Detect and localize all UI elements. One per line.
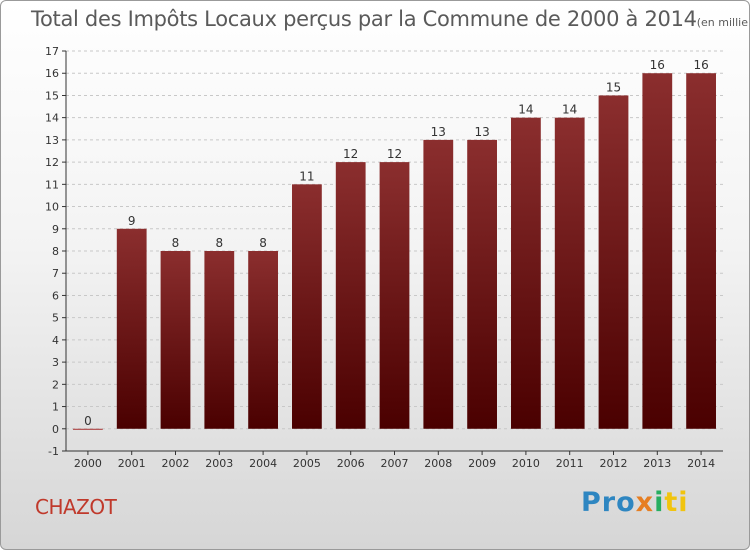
logo-part: x (635, 487, 655, 518)
x-tick-label: 2003 (205, 457, 233, 470)
y-tick-label: 17 (45, 45, 59, 58)
bar (160, 251, 191, 429)
bar (554, 117, 585, 429)
y-tick-label: 6 (52, 289, 59, 302)
y-tick-label: 13 (45, 134, 59, 147)
y-tick-label: 2 (52, 378, 59, 391)
commune-name: CHAZOT (35, 495, 117, 519)
bar-value-label: 8 (215, 236, 223, 250)
x-tick-label: 2002 (162, 457, 190, 470)
bar (467, 139, 497, 429)
logo-part: i (654, 487, 665, 518)
bar-chart: -101234567891011121314151617020009200182… (45, 45, 723, 470)
y-tick-label: 1 (52, 401, 59, 414)
x-tick-label: 2011 (556, 457, 584, 470)
bar (423, 139, 454, 429)
y-tick-label: 8 (52, 245, 59, 258)
y-tick-label: 16 (45, 67, 59, 80)
bar-value-label: 13 (431, 125, 446, 139)
x-tick-label: 2014 (687, 457, 715, 470)
y-tick-label: 3 (52, 356, 59, 369)
y-tick-label: 5 (52, 312, 59, 325)
x-tick-label: 2004 (249, 457, 277, 470)
y-tick-label: 9 (52, 223, 59, 236)
x-tick-label: 2001 (118, 457, 146, 470)
bar (379, 162, 410, 429)
bar-value-label: 15 (606, 80, 621, 94)
chart-title-text: Total des Impôts Locaux perçus par la Co… (31, 7, 697, 31)
y-tick-label: 10 (45, 201, 59, 214)
y-tick-label: 7 (52, 267, 59, 280)
y-tick-label: -1 (48, 445, 59, 458)
bar-value-label: 12 (387, 147, 402, 161)
bar-value-label: 9 (128, 214, 136, 228)
bar (116, 228, 147, 429)
chart-title-unit: (en milliers d'€) (696, 16, 749, 29)
y-tick-label: 15 (45, 89, 59, 102)
bars (73, 73, 716, 430)
chart-title: Total des Impôts Locaux perçus par la Co… (31, 7, 749, 31)
bar (248, 251, 278, 429)
bar (335, 162, 366, 429)
x-tick-label: 2009 (468, 457, 496, 470)
x-tick-label: 2013 (643, 457, 671, 470)
x-tick-label: 2012 (600, 457, 628, 470)
bar-value-label: 16 (693, 58, 708, 72)
x-tick-label: 2005 (293, 457, 321, 470)
bar-value-label: 13 (474, 125, 489, 139)
logo-part: ti (664, 487, 689, 518)
proxiti-logo: Proxiti (581, 487, 689, 518)
bar (73, 428, 103, 430)
y-tick-label: 14 (45, 112, 59, 125)
x-tick-label: 2006 (337, 457, 365, 470)
y-tick-label: 0 (52, 423, 59, 436)
bar (598, 95, 629, 429)
labels: -101234567891011121314151617020009200182… (45, 45, 715, 470)
bar (292, 184, 322, 429)
x-tick-label: 2000 (74, 457, 102, 470)
bar-value-label: 8 (172, 236, 180, 250)
bar-value-label: 8 (259, 236, 267, 250)
bar-value-label: 0 (84, 414, 92, 428)
bar (511, 117, 541, 429)
bar (642, 73, 673, 429)
bar-value-label: 11 (299, 169, 314, 183)
axes (62, 50, 723, 455)
bar-value-label: 14 (518, 103, 533, 117)
bar-value-label: 16 (650, 58, 665, 72)
x-tick-label: 2007 (381, 457, 409, 470)
y-tick-label: 11 (45, 178, 59, 191)
y-tick-label: 12 (45, 156, 59, 169)
bar (204, 251, 235, 429)
x-tick-label: 2008 (424, 457, 452, 470)
bar (686, 73, 716, 429)
y-tick-label: 4 (52, 334, 59, 347)
bar-value-label: 14 (562, 103, 577, 117)
x-tick-label: 2010 (512, 457, 540, 470)
logo-part: Pro (581, 487, 636, 518)
bar-value-label: 12 (343, 147, 358, 161)
